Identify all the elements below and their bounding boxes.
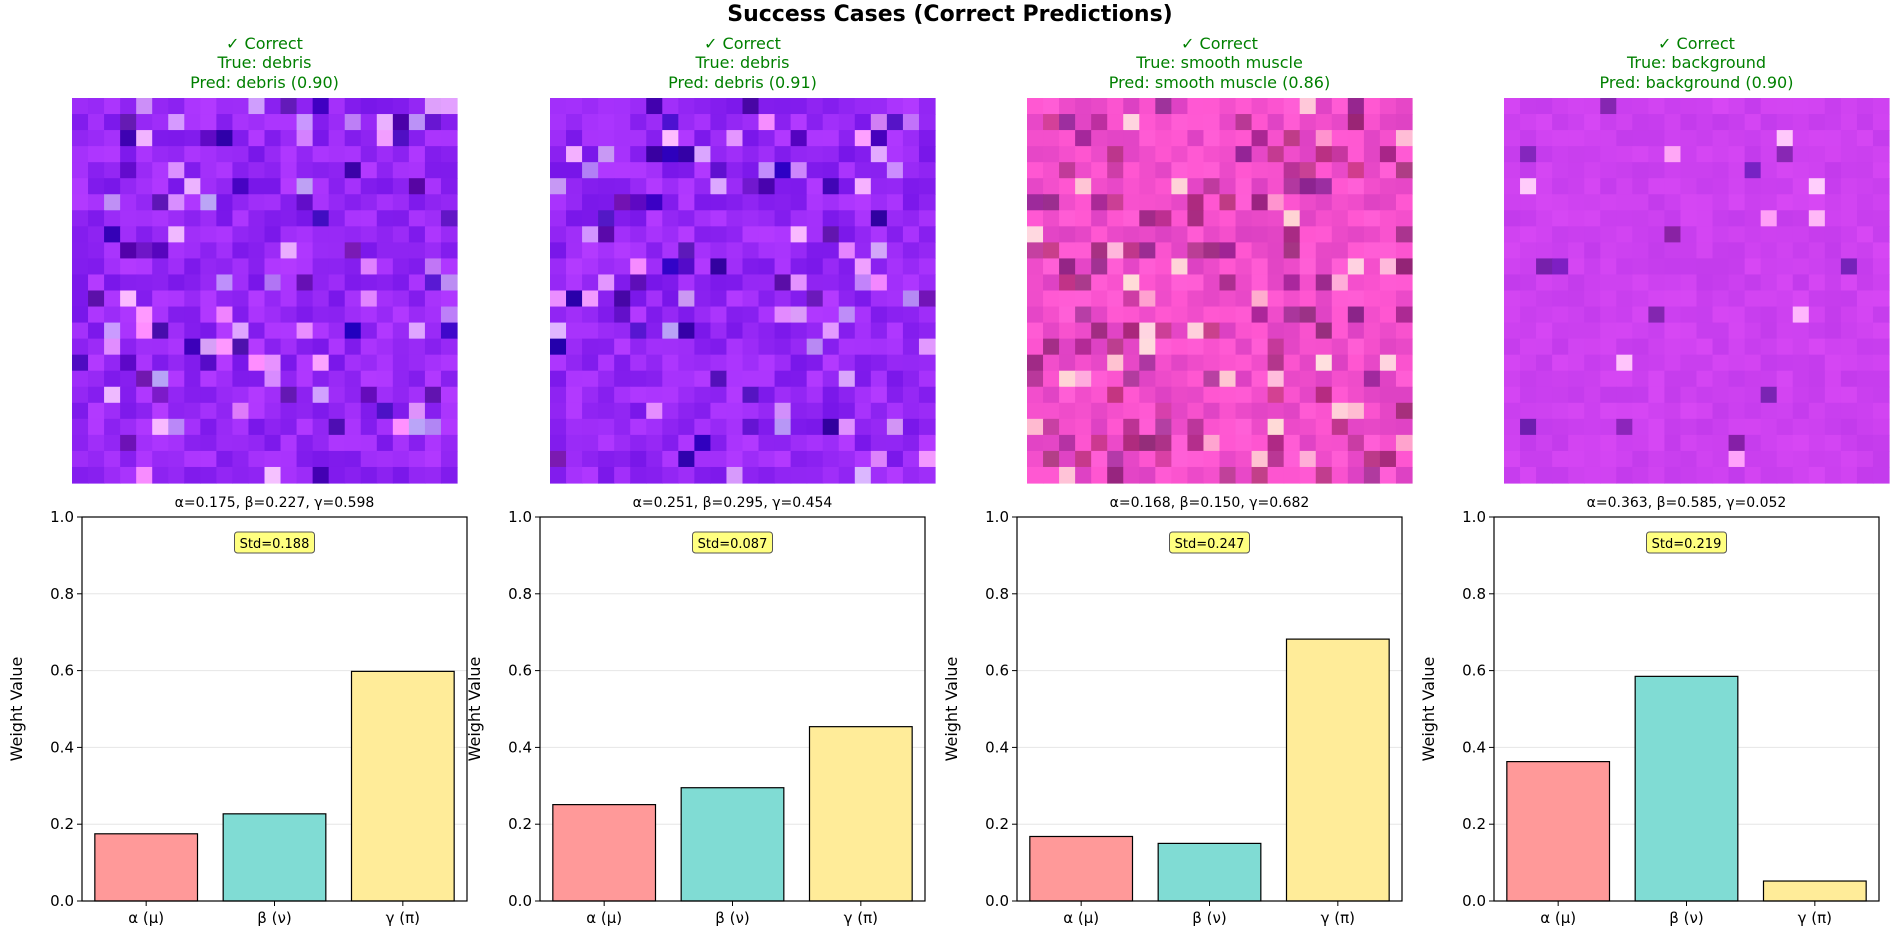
y-tick-label: 1.0 — [1462, 508, 1486, 526]
y-tick-label: 0.8 — [50, 585, 74, 603]
true-label: True: debris — [695, 53, 790, 72]
pred-label: Pred: background (0.90) — [1600, 73, 1794, 92]
weights-subtitle: α=0.251, β=0.295, γ=0.454 — [633, 495, 833, 511]
y-tick-label: 0.2 — [1462, 815, 1486, 833]
y-tick-label: 0.4 — [50, 738, 74, 756]
std-badge — [1169, 531, 1250, 554]
bar-beta — [1157, 842, 1262, 902]
weights-subtitle: α=0.363, β=0.585, γ=0.052 — [1587, 495, 1787, 511]
y-tick-label: 0.6 — [508, 662, 532, 680]
y-tick-label: 0.8 — [508, 585, 532, 603]
axes-frame — [1016, 516, 1403, 902]
tissue-patch-image — [1504, 98, 1890, 484]
x-tick-label: α (μ) — [586, 909, 622, 927]
y-tick-label: 0.0 — [50, 892, 74, 910]
x-tick-label: γ (π) — [1321, 909, 1355, 927]
y-tick-label: 1.0 — [50, 508, 74, 526]
axes-frame — [539, 516, 926, 902]
y-axis-label: Weight Value — [7, 657, 26, 762]
axes-frame — [81, 516, 468, 902]
y-tick-label: 0.8 — [985, 585, 1009, 603]
y-tick-label: 0.4 — [985, 738, 1009, 756]
y-tick-label: 0.4 — [508, 738, 532, 756]
std-badge — [234, 531, 315, 554]
figure-title: Success Cases (Correct Predictions) — [727, 2, 1172, 27]
std-label: Std=0.188 — [240, 537, 310, 552]
y-tick-label: 0.2 — [50, 815, 74, 833]
pred-label: Pred: debris (0.90) — [190, 73, 339, 92]
x-tick-label: α (μ) — [1063, 909, 1099, 927]
y-axis-label: Weight Value — [1419, 657, 1438, 762]
x-tick-label: γ (π) — [1798, 909, 1832, 927]
y-tick-label: 0.6 — [50, 662, 74, 680]
x-tick-label: β (ν) — [1192, 909, 1226, 927]
x-tick-label: β (ν) — [1669, 909, 1703, 927]
bar-beta — [680, 787, 785, 902]
status-label: ✓ Correct — [226, 34, 303, 53]
bar-chart: 0.0 0.2 0.4 0.6 0.8 1.0 α (μ) β (ν) γ (π) Weight … — [942, 508, 1403, 927]
x-tick-label: β (ν) — [257, 909, 291, 927]
tissue-patch-image — [72, 98, 458, 484]
bar-alpha — [1029, 835, 1134, 902]
std-badge — [1646, 531, 1727, 554]
x-tick-label: β (ν) — [715, 909, 749, 927]
y-tick-label: 1.0 — [508, 508, 532, 526]
x-tick-label: γ (π) — [386, 909, 420, 927]
x-tick-label: γ (π) — [844, 909, 878, 927]
weights-subtitle: α=0.168, β=0.150, γ=0.682 — [1110, 495, 1310, 511]
status-label: ✓ Correct — [1181, 34, 1258, 53]
bar-alpha — [94, 833, 199, 902]
y-tick-label: 0.8 — [1462, 585, 1486, 603]
status-label: ✓ Correct — [704, 34, 781, 53]
true-label: True: debris — [217, 53, 312, 72]
x-tick-label: α (μ) — [1540, 909, 1576, 927]
bar-gamma — [1285, 638, 1390, 902]
weights-subtitle: α=0.175, β=0.227, γ=0.598 — [175, 495, 375, 511]
bar-chart: 0.0 0.2 0.4 0.6 0.8 1.0 α (μ) β (ν) γ (π) Weight … — [7, 508, 468, 927]
std-label: Std=0.219 — [1652, 537, 1722, 552]
y-tick-label: 0.0 — [985, 892, 1009, 910]
std-badge — [692, 531, 773, 554]
bar-beta — [1634, 675, 1739, 902]
bar-alpha — [1506, 761, 1611, 902]
x-tick-label: α (μ) — [128, 909, 164, 927]
bar-gamma — [350, 670, 455, 902]
axes-frame — [1493, 516, 1880, 902]
pred-label: Pred: debris (0.91) — [668, 73, 817, 92]
std-label: Std=0.087 — [698, 537, 768, 552]
y-tick-label: 0.0 — [1462, 892, 1486, 910]
bar-chart: 0.0 0.2 0.4 0.6 0.8 1.0 α (μ) β (ν) γ (π) Weight … — [465, 508, 926, 927]
bar-beta — [222, 813, 327, 902]
y-axis-label: Weight Value — [942, 657, 961, 762]
true-label: True: background — [1626, 53, 1766, 72]
y-tick-label: 0.4 — [1462, 738, 1486, 756]
y-axis-label: Weight Value — [465, 657, 484, 762]
true-label: True: smooth muscle — [1135, 53, 1303, 72]
tissue-patch-image — [1027, 98, 1413, 484]
y-tick-label: 0.6 — [985, 662, 1009, 680]
y-tick-label: 0.6 — [1462, 662, 1486, 680]
y-tick-label: 0.2 — [508, 815, 532, 833]
bar-gamma — [1762, 880, 1867, 902]
y-tick-label: 0.2 — [985, 815, 1009, 833]
tissue-patch-image — [550, 98, 936, 484]
pred-label: Pred: smooth muscle (0.86) — [1109, 73, 1330, 92]
bar-gamma — [808, 726, 913, 902]
std-label: Std=0.247 — [1175, 537, 1245, 552]
bar-chart: 0.0 0.2 0.4 0.6 0.8 1.0 α (μ) β (ν) γ (π) Weight … — [1419, 508, 1880, 927]
y-tick-label: 1.0 — [985, 508, 1009, 526]
bar-alpha — [552, 804, 657, 902]
y-tick-label: 0.0 — [508, 892, 532, 910]
status-label: ✓ Correct — [1658, 34, 1735, 53]
